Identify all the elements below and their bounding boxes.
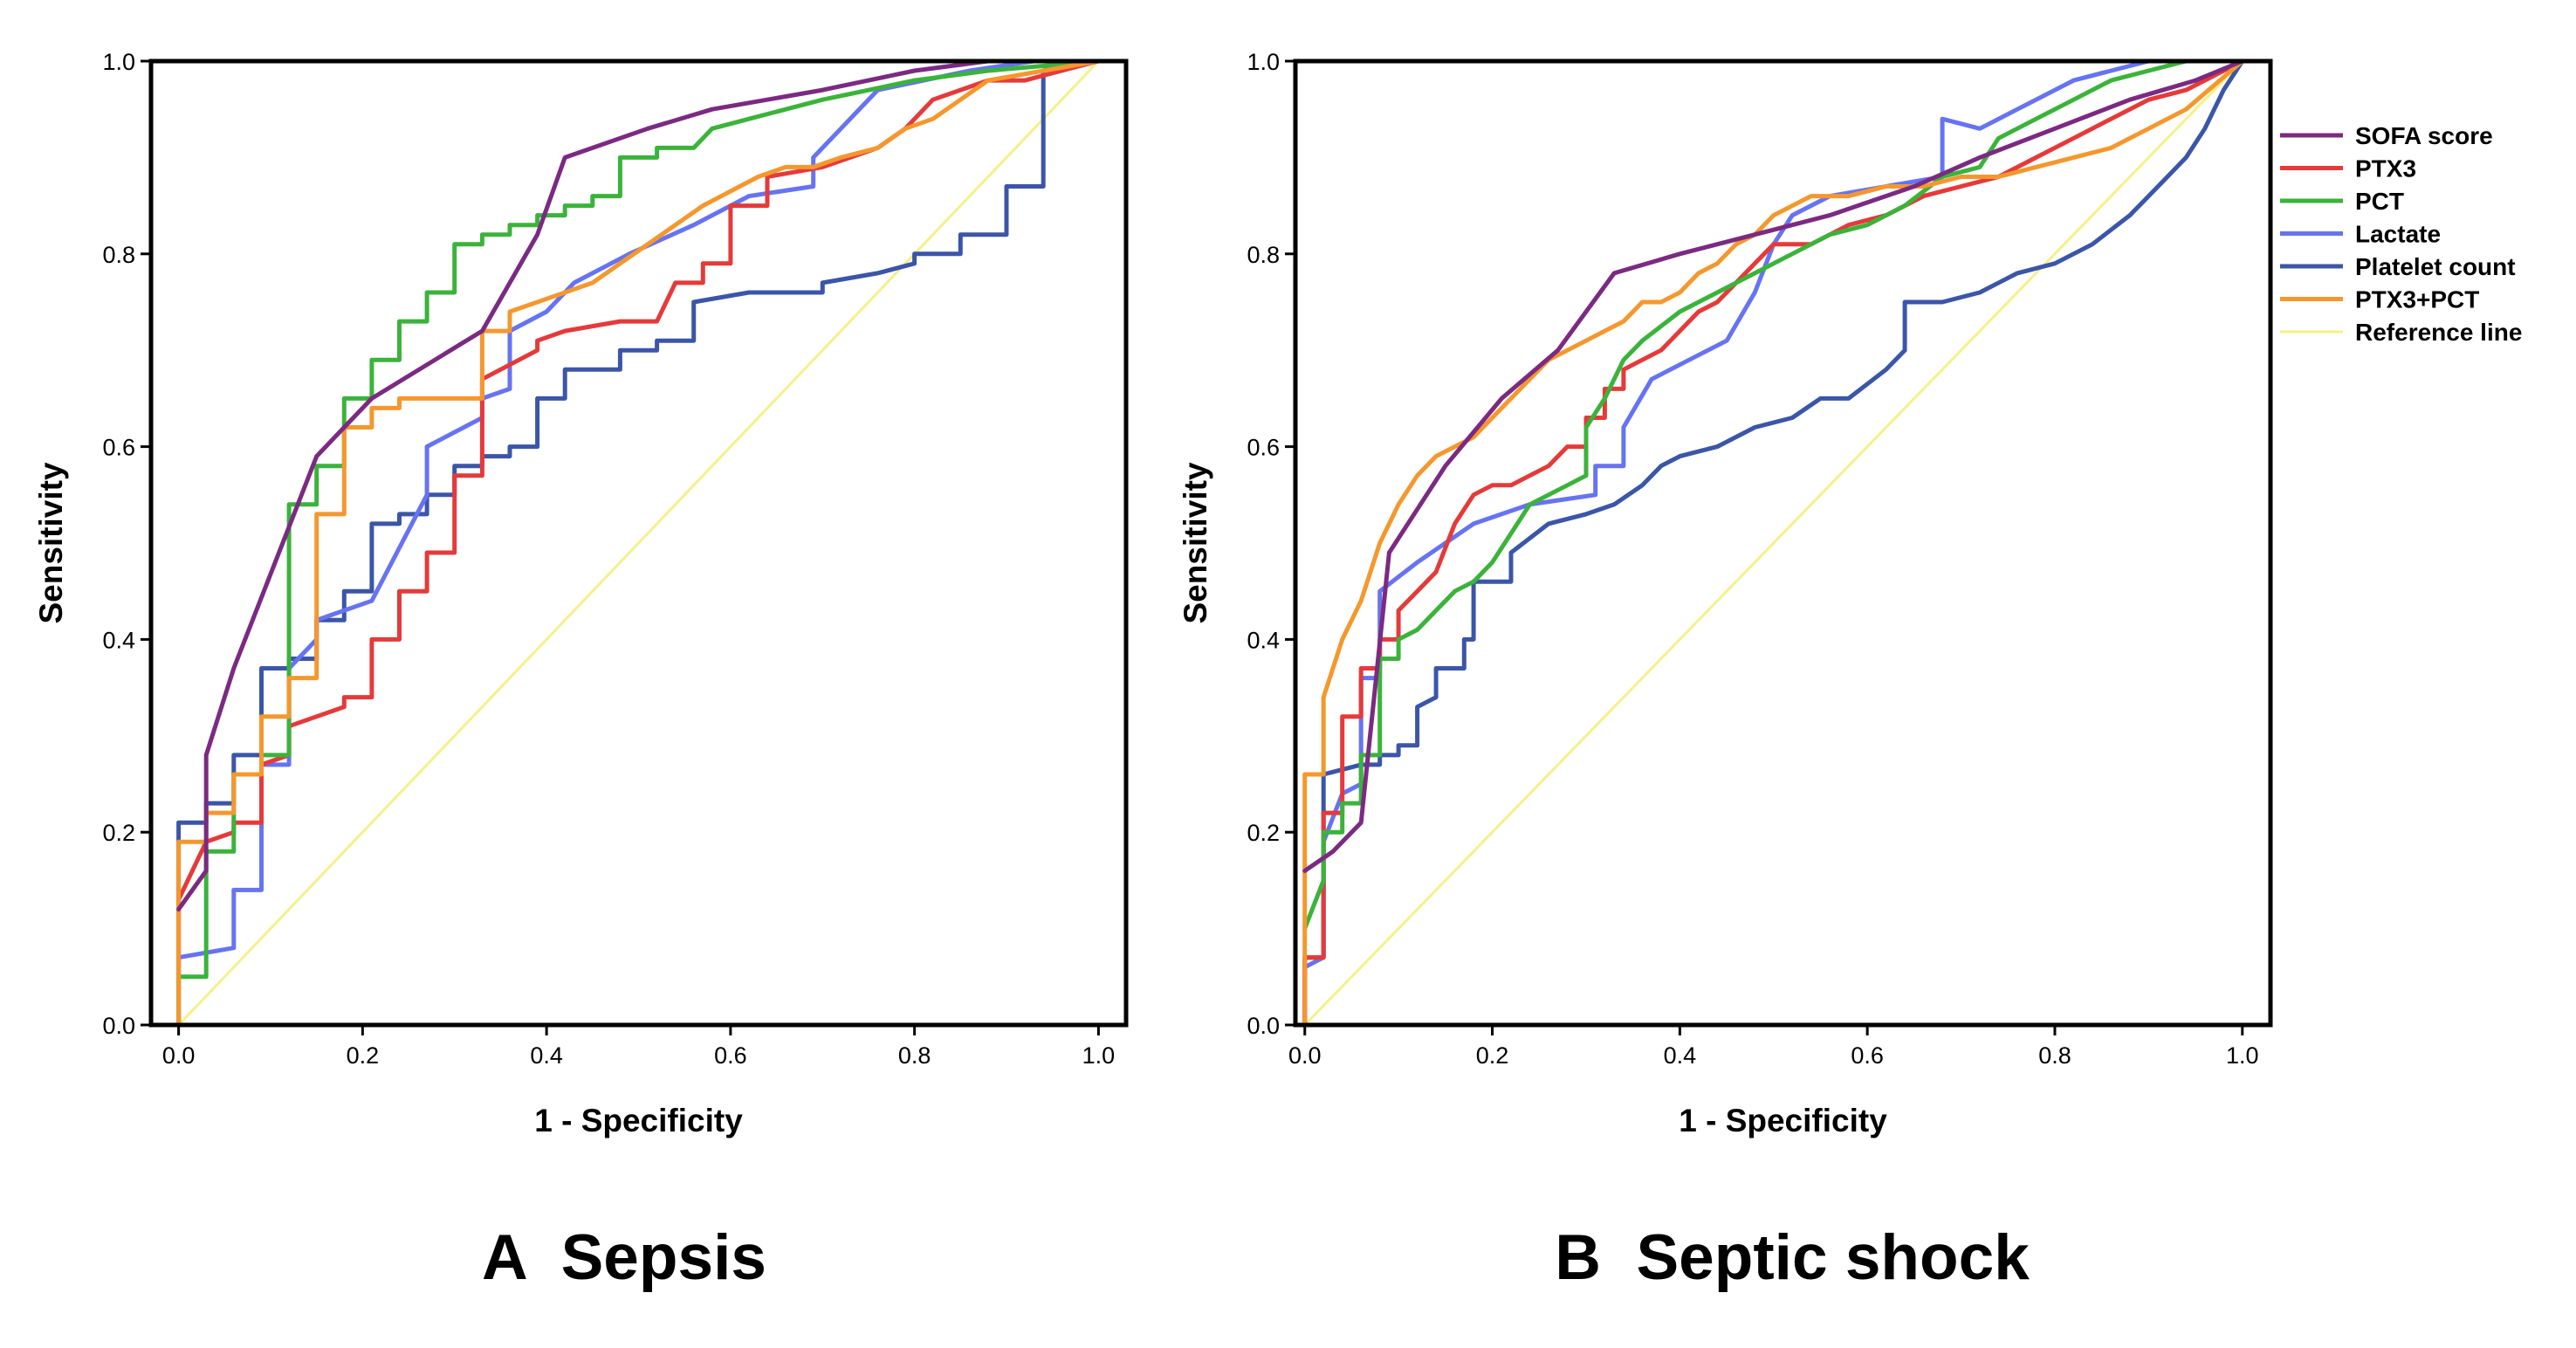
panel-a-curve-ptx3-pct bbox=[176, 58, 1101, 1028]
panel-a-x-tick-label: 0.0 bbox=[162, 1042, 196, 1069]
panel-a-x-axis-label: 1 - Specificity bbox=[534, 1103, 743, 1138]
legend-label-platelet-count: Platelet count bbox=[2355, 253, 2516, 280]
panel-b-y-tick-label: 0.8 bbox=[1247, 242, 1280, 268]
panel-b-y-axis-label: Sensitivity bbox=[1178, 462, 1213, 623]
panel-a-y-tick-label: 0.0 bbox=[102, 1013, 135, 1039]
panel-a-x-tick-label: 0.4 bbox=[530, 1042, 563, 1069]
panel-a-y-tick-label: 0.8 bbox=[102, 242, 135, 268]
panel-a-x-tick-label: 0.6 bbox=[714, 1042, 747, 1069]
legend-label-lactate: Lactate bbox=[2355, 221, 2441, 248]
panel-b-curve-sofa-score bbox=[1302, 58, 2245, 873]
legend: SOFA score PTX3 PCT Lactate Platelet count PT… bbox=[2280, 122, 2522, 346]
panel-a-y-tick-label: 0.6 bbox=[102, 435, 135, 461]
legend-label-sofa-score: SOFA score bbox=[2355, 122, 2493, 149]
panel-b-curve-ptx3 bbox=[1302, 58, 2245, 1028]
panel-a-y-tick-label: 1.0 bbox=[102, 49, 135, 75]
panel-a-title: A Sepsis bbox=[482, 1222, 766, 1293]
panel-b-curve-reference-line bbox=[1303, 59, 2243, 1027]
panel-a-x-tick-label: 0.2 bbox=[347, 1042, 380, 1069]
panel-b-x-tick-label: 0.8 bbox=[2038, 1042, 2071, 1069]
legend-label-pct: PCT bbox=[2355, 188, 2404, 215]
panel-b-y-tick-label: 0.2 bbox=[1247, 820, 1280, 846]
panel-b-curve-platelet-count bbox=[1302, 58, 2245, 1028]
panel-b-y-tick-label: 0.4 bbox=[1247, 627, 1280, 653]
panel-a-y-tick-label: 0.2 bbox=[102, 820, 135, 846]
legend-label-ptx3-pct: PTX3+PCT bbox=[2355, 286, 2479, 313]
panel-a-x-tick-label: 0.8 bbox=[898, 1042, 931, 1069]
panel-b-x-tick-label: 0.4 bbox=[1664, 1042, 1697, 1069]
panel-b-x-axis-label: 1 - Specificity bbox=[1679, 1103, 1887, 1138]
panel-a-plot-frame bbox=[148, 58, 1129, 1028]
panel-b-x-tick-label: 0.6 bbox=[1851, 1042, 1884, 1069]
panel-a-curves bbox=[176, 58, 1101, 1028]
panel-b-chart: 0.0 0.2 0.4 0.6 0.8 1.0 0.0 0.2 0.4 0.6 0.8 1.0 1 -… bbox=[1178, 49, 2273, 1293]
legend-label-ptx3: PTX3 bbox=[2355, 155, 2416, 182]
panel-b-y-tick-label: 0.6 bbox=[1247, 435, 1280, 461]
panel-b-ticks: 0.0 0.2 0.4 0.6 0.8 1.0 0.0 0.2 0.4 0.6 0.8 1.0 bbox=[1247, 49, 2258, 1069]
panel-b-y-tick-label: 1.0 bbox=[1247, 49, 1280, 75]
panel-a-x-tick-label: 1.0 bbox=[1082, 1042, 1116, 1069]
panel-a-curve-reference-line bbox=[177, 59, 1100, 1027]
panel-b-x-tick-label: 0.0 bbox=[1288, 1042, 1322, 1069]
panel-a-y-axis-label: Sensitivity bbox=[33, 462, 69, 623]
panel-b-curves bbox=[1302, 58, 2245, 1028]
panel-b-x-tick-label: 0.2 bbox=[1476, 1042, 1509, 1069]
panel-b-y-tick-label: 0.0 bbox=[1247, 1013, 1280, 1039]
panel-a-chart: 0.0 0.2 0.4 0.6 0.8 1.0 0.0 0.2 0.4 0.6 0.8 1.0 1 -… bbox=[33, 49, 1129, 1293]
panel-b-title: B Septic shock bbox=[1555, 1222, 2030, 1293]
panel-a-curve-sofa-score bbox=[176, 58, 1101, 911]
panel-a-ticks: 0.0 0.2 0.4 0.6 0.8 1.0 0.0 0.2 0.4 0.6 0.8 1.0 bbox=[102, 49, 1115, 1069]
panel-a-y-tick-label: 0.4 bbox=[102, 627, 135, 653]
panel-b-x-tick-label: 1.0 bbox=[2226, 1042, 2259, 1069]
panel-b-curve-ptx3-pct bbox=[1302, 58, 2245, 1028]
panel-b-curve-pct bbox=[1302, 58, 2245, 932]
panel-b-plot-frame bbox=[1293, 58, 2273, 1028]
legend-label-reference-line: Reference line bbox=[2355, 319, 2522, 346]
